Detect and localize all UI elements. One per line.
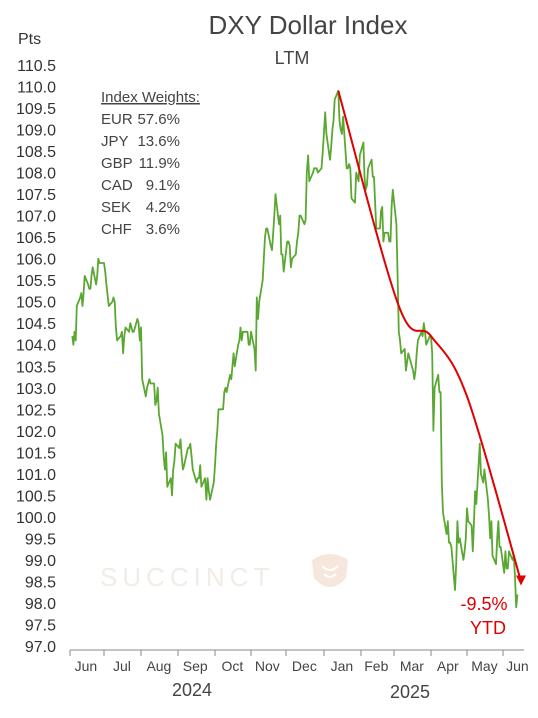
y-tick-label: 100.5 — [16, 488, 56, 505]
ytd-value: -9.5% — [460, 594, 507, 614]
index-weights-panel: Index Weights: EUR 57.6% JPY 13.6%GBP 11.9% C… — [101, 89, 200, 238]
y-tick-label: 97.0 — [25, 639, 56, 656]
y-tick-label: 103.0 — [16, 381, 56, 398]
x-tick-label: Apr — [437, 658, 459, 674]
y-tick-label: 107.5 — [16, 187, 56, 204]
plot-area — [71, 89, 526, 609]
y-tick-label: 108.5 — [16, 144, 56, 161]
y-tick-label: 106.5 — [16, 230, 56, 247]
weight-currency: EUR — [101, 111, 133, 128]
weight-currency: SEK — [101, 199, 131, 216]
y-tick-label: 99.0 — [25, 553, 56, 570]
x-tick-label: Mar — [400, 658, 424, 674]
weights-list: EUR 57.6% JPY 13.6%GBP 11.9% CAD 9.1% SEK 4.2% CH… — [101, 111, 180, 238]
weight-currency: JPY — [101, 133, 129, 150]
x-tick-label: Dec — [292, 658, 317, 674]
x-tick-label: Aug — [146, 658, 171, 674]
x-tick-label: Sep — [183, 658, 208, 674]
y-tick-label: 97.5 — [25, 617, 56, 634]
weight-value: 13.6% — [137, 133, 180, 150]
y-tick-label: 109.0 — [16, 123, 56, 140]
weight-value: 3.6% — [146, 221, 180, 238]
watermark-text: SUCCINCT — [100, 562, 274, 592]
x-tick-label: Oct — [222, 658, 244, 674]
x-tick-label: Feb — [364, 658, 388, 674]
weight-value: 4.2% — [146, 199, 180, 216]
ytd-label: YTD — [470, 618, 506, 638]
weight-currency: GBP — [101, 155, 133, 172]
chart-subtitle: LTM — [275, 48, 310, 68]
y-tick-label: 99.5 — [25, 531, 56, 548]
weight-currency: CAD — [101, 177, 133, 194]
chart-title: DXY Dollar Index — [209, 10, 408, 40]
weight-value: 57.6% — [137, 111, 180, 128]
y-tick-label: 106.0 — [16, 252, 56, 269]
x-tick-label: Jun — [506, 658, 529, 674]
y-axis-ticks: 110.5 110.0 109.5 109.0 108.5 108.0 107.5 107.0… — [16, 58, 56, 656]
y-tick-label: 98.5 — [25, 574, 56, 591]
y-tick-label: 102.0 — [16, 424, 56, 441]
year-label-2025: 2025 — [390, 682, 430, 702]
y-tick-label: 103.5 — [16, 359, 56, 376]
y-tick-label: 104.0 — [16, 338, 56, 355]
weights-title: Index Weights: — [101, 89, 200, 106]
watermark-shield-icon — [312, 554, 348, 587]
x-axis-ticks: Jun Jul Aug Sep Oct Nov Dec Jan Feb Mar Apr May Jun — [69, 650, 529, 674]
y-axis-label: Pts — [18, 31, 41, 48]
y-tick-label: 105.5 — [16, 273, 56, 290]
watermark: SUCCINCT — [100, 554, 348, 592]
y-tick-label: 101.0 — [16, 467, 56, 484]
ytd-annotation: -9.5% YTD — [460, 594, 507, 638]
y-tick-label: 110.5 — [17, 58, 56, 75]
y-tick-label: 102.5 — [16, 402, 56, 419]
y-tick-label: 109.5 — [16, 101, 56, 118]
x-tick-label: Jul — [113, 658, 131, 674]
y-tick-label: 100.0 — [16, 510, 56, 527]
x-tick-label: May — [471, 658, 497, 674]
x-tick-label: Nov — [255, 658, 280, 674]
y-tick-label: 101.5 — [16, 445, 56, 462]
weight-value: 9.1% — [146, 177, 180, 194]
y-tick-label: 108.0 — [16, 166, 56, 183]
y-tick-label: 107.0 — [16, 209, 56, 226]
weight-value: 11.9% — [139, 155, 180, 172]
y-tick-label: 104.5 — [16, 316, 56, 333]
x-tick-label: Jun — [75, 658, 98, 674]
x-tick-label: Jan — [331, 658, 354, 674]
year-label-2024: 2024 — [172, 680, 212, 700]
y-tick-label: 110.0 — [17, 80, 56, 97]
y-tick-label: 98.0 — [25, 596, 56, 613]
trend-arrow-curve — [337, 90, 522, 582]
trend-arrow-head — [516, 575, 526, 586]
y-tick-label: 105.0 — [16, 295, 56, 312]
weight-currency: CHF — [101, 221, 132, 238]
dxy-series-line — [71, 89, 519, 609]
